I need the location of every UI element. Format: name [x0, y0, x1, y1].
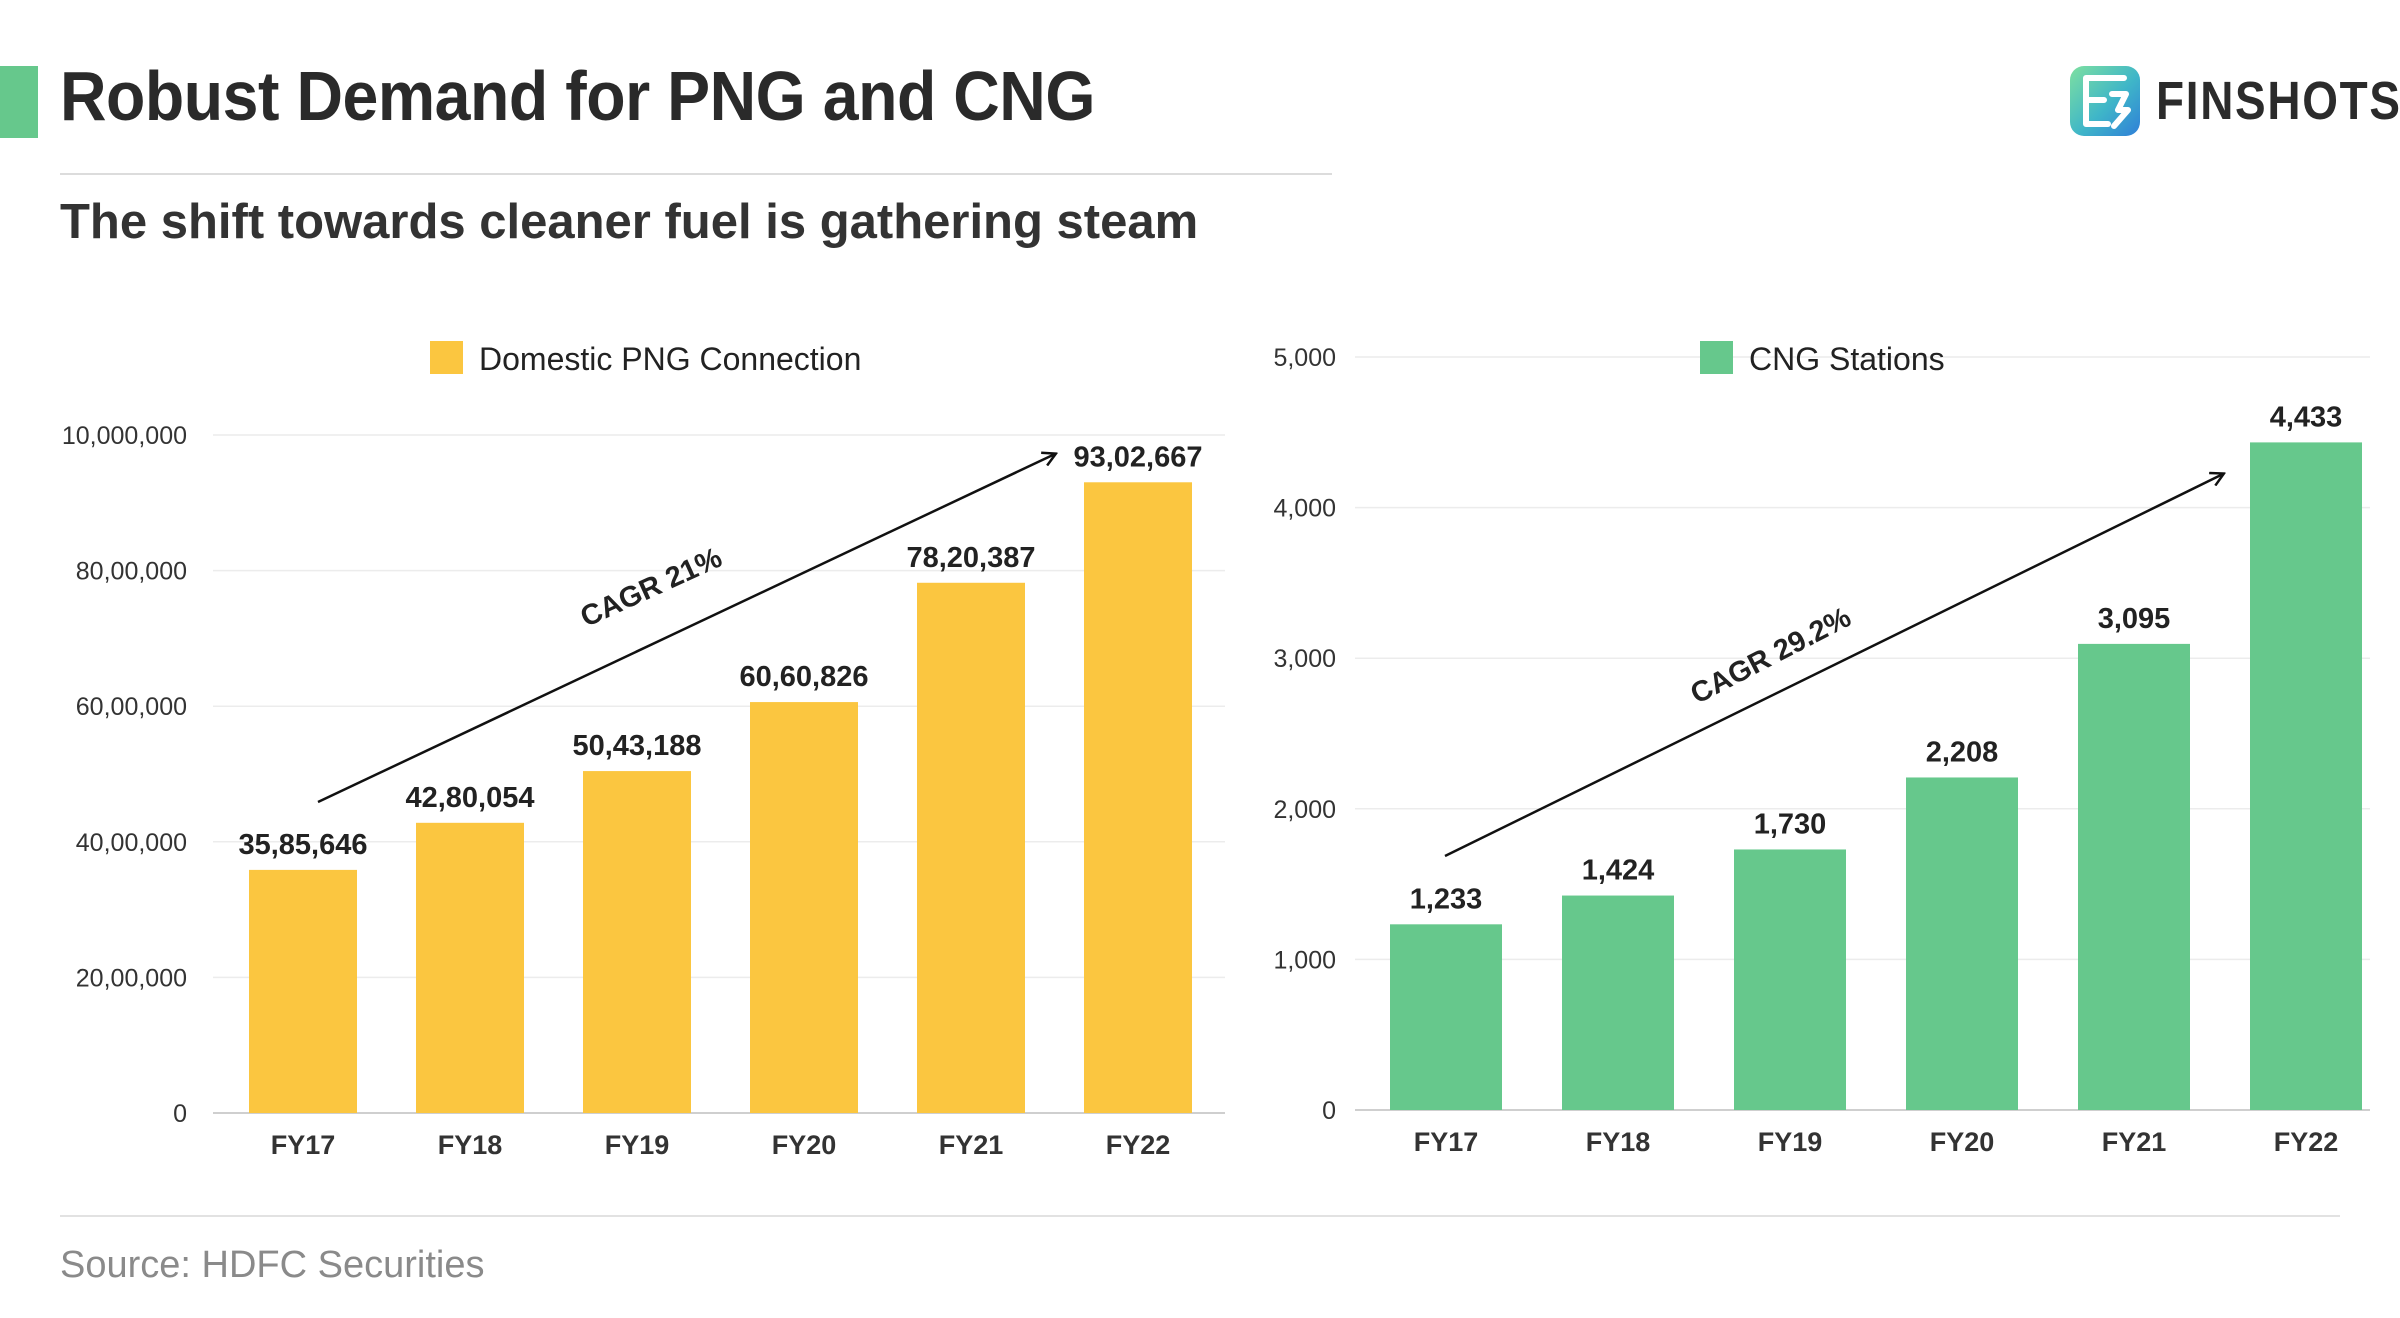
cagr-trend-arrow [317, 454, 1055, 804]
y-tick-label: 3,000 [1273, 645, 1336, 673]
finshots-logo: FINSHOTS [2068, 64, 2400, 138]
y-tick-label: 2,000 [1273, 796, 1336, 824]
source-note: Source: HDFC Securities [60, 1244, 485, 1286]
x-tick-label: FY17 [271, 1130, 336, 1160]
y-tick-label: 80,00,000 [76, 558, 187, 586]
x-tick-label: FY20 [1930, 1127, 1995, 1157]
data-label: 1,233 [1410, 883, 1483, 915]
data-label: 1,424 [1582, 855, 1655, 887]
x-tick-label: FY21 [2102, 1127, 2167, 1157]
y-tick-label: 4,000 [1273, 495, 1336, 523]
y-tick-label: 0 [1322, 1097, 1336, 1125]
x-tick-label: FY19 [605, 1130, 670, 1160]
x-tick-label: FY20 [772, 1130, 837, 1160]
bar [1906, 777, 2018, 1110]
data-label: 50,43,188 [572, 730, 701, 762]
x-tick-label: FY17 [1414, 1127, 1479, 1157]
x-tick-label: FY18 [438, 1130, 503, 1160]
bar [917, 582, 1025, 1113]
data-label: 4,433 [2270, 401, 2343, 433]
data-label: 78,20,387 [906, 542, 1035, 574]
finshots-logo-icon [2070, 66, 2140, 136]
bar [249, 869, 357, 1113]
brand-name: FINSHOTS [2156, 71, 2400, 131]
x-tick-label: FY21 [939, 1130, 1004, 1160]
data-label: 60,60,826 [739, 661, 868, 693]
cagr-annotation: CAGR 29.2% [1686, 601, 1857, 710]
y-tick-label: 10,000,000 [62, 422, 187, 450]
legend-swatch [430, 341, 463, 374]
cagr-trend-arrow [1444, 474, 2223, 858]
y-tick-label: 1,000 [1273, 946, 1336, 974]
x-tick-label: FY19 [1758, 1127, 1823, 1157]
legend-label: CNG Stations [1749, 341, 1945, 377]
cng-stations-chart: 0 1,000 2,000 3,000 4,000 5,000 CNG Stations 1,… [1273, 341, 2370, 1157]
data-label: 93,02,667 [1073, 441, 1202, 473]
data-label: 1,730 [1754, 808, 1827, 840]
x-tick-label: FY18 [1586, 1127, 1651, 1157]
y-tick-label: 40,00,000 [76, 829, 187, 857]
bar [1084, 482, 1192, 1113]
bar [750, 702, 858, 1113]
page-title: Robust Demand for PNG and CNG [60, 57, 1095, 135]
bar [583, 771, 691, 1113]
x-tick-label: FY22 [2274, 1127, 2339, 1157]
data-label: 2,208 [1926, 736, 1999, 768]
bar [1734, 849, 1846, 1110]
data-label: 3,095 [2098, 603, 2171, 635]
title-divider [60, 173, 1332, 175]
legend-swatch [1700, 341, 1733, 374]
y-tick-label: 0 [173, 1100, 187, 1128]
data-label: 42,80,054 [405, 782, 534, 814]
footer-divider [60, 1215, 2340, 1217]
legend-label: Domestic PNG Connection [479, 341, 861, 377]
bar [1562, 895, 1674, 1110]
png-connections-chart: 0 20,00,000 40,00,000 60,00,000 80,00,000 10,… [62, 341, 1225, 1160]
bar [2078, 643, 2190, 1110]
bar [2250, 442, 2362, 1110]
bar [416, 822, 524, 1113]
bar [1390, 924, 1502, 1110]
x-tick-label: FY22 [1106, 1130, 1171, 1160]
y-tick-label: 5,000 [1273, 344, 1336, 372]
title-accent-bar [0, 66, 38, 138]
y-tick-label: 60,00,000 [76, 693, 187, 721]
y-tick-label: 20,00,000 [76, 964, 187, 992]
data-label: 35,85,646 [238, 829, 367, 861]
page-subtitle: The shift towards cleaner fuel is gather… [60, 195, 1199, 249]
